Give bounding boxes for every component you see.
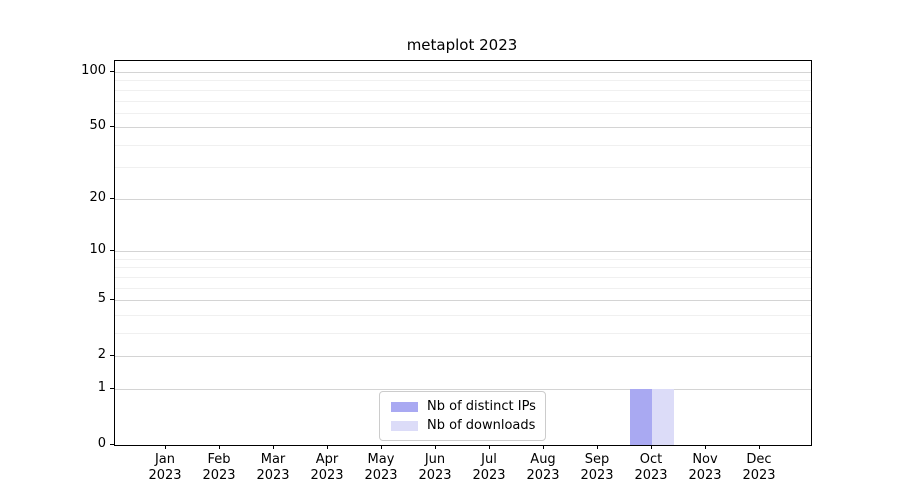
legend-label: Nb of distinct IPs bbox=[427, 399, 536, 414]
x-tick-label: Aug 2023 bbox=[526, 452, 560, 483]
x-tick-mark bbox=[273, 445, 274, 449]
gridline-major bbox=[115, 198, 811, 200]
gridline-minor bbox=[115, 333, 811, 334]
gridline-minor bbox=[115, 144, 811, 146]
y-tick-mark bbox=[110, 355, 114, 357]
y-tick-label: 1 bbox=[97, 380, 106, 395]
x-tick-label: Nov 2023 bbox=[688, 452, 722, 483]
y-tick-mark bbox=[110, 250, 114, 252]
legend-row: Nb of distinct IPs bbox=[391, 399, 536, 414]
x-tick-label: Mar 2023 bbox=[256, 452, 290, 483]
x-tick-label: Sep 2023 bbox=[580, 452, 614, 483]
y-tick-label: 2 bbox=[97, 347, 106, 363]
gridline-major bbox=[115, 72, 811, 73]
x-tick-label: Feb 2023 bbox=[202, 452, 236, 483]
y-tick-mark bbox=[110, 388, 114, 389]
x-tick-mark bbox=[651, 445, 652, 449]
gridline-major bbox=[115, 127, 811, 129]
y-tick-mark bbox=[110, 444, 114, 445]
legend-swatch bbox=[391, 420, 418, 431]
gridline-minor bbox=[115, 267, 811, 269]
x-tick-label: Dec 2023 bbox=[742, 452, 776, 483]
y-tick-label: 0 bbox=[97, 436, 106, 451]
gridline-major bbox=[115, 251, 811, 253]
x-tick-mark bbox=[165, 445, 166, 449]
y-tick-label: 50 bbox=[89, 118, 106, 134]
y-tick-label: 20 bbox=[89, 189, 106, 205]
x-tick-mark bbox=[759, 445, 760, 449]
gridline-minor bbox=[115, 287, 811, 289]
bar-nb-of-downloads bbox=[652, 389, 674, 445]
gridline-minor bbox=[115, 100, 811, 102]
gridline-major bbox=[115, 389, 811, 390]
x-tick-mark bbox=[327, 445, 328, 449]
gridline-minor bbox=[115, 167, 811, 169]
gridline-minor bbox=[115, 80, 811, 82]
chart-title: metaplot 2023 bbox=[406, 36, 518, 54]
bar-nb-of-distinct-ips bbox=[630, 389, 652, 445]
x-tick-mark bbox=[543, 445, 544, 449]
gridline-minor bbox=[115, 89, 811, 91]
x-tick-label: Apr 2023 bbox=[310, 452, 344, 483]
gridline-major bbox=[115, 300, 811, 302]
x-tick-mark bbox=[705, 445, 706, 449]
x-tick-mark bbox=[489, 445, 490, 449]
x-tick-mark bbox=[219, 445, 220, 449]
y-tick-mark bbox=[110, 299, 114, 301]
y-tick-mark bbox=[110, 197, 114, 199]
y-tick-label: 100 bbox=[81, 63, 106, 78]
y-tick-label: 5 bbox=[97, 291, 106, 307]
plot-area: Nb of distinct IPs Nb of downloads bbox=[114, 60, 812, 446]
gridline-minor bbox=[115, 276, 811, 278]
x-tick-label: May 2023 bbox=[364, 452, 398, 483]
gridline-minor bbox=[115, 314, 811, 316]
gridline-major bbox=[115, 356, 811, 358]
legend-swatch bbox=[391, 401, 418, 412]
legend-label: Nb of downloads bbox=[427, 418, 536, 433]
legend: Nb of distinct IPs Nb of downloads bbox=[379, 391, 546, 441]
gridline-minor bbox=[115, 112, 811, 114]
x-tick-label: Oct 2023 bbox=[634, 452, 668, 483]
x-tick-label: Jan 2023 bbox=[148, 452, 182, 483]
gridline-minor bbox=[115, 258, 811, 260]
y-tick-label: 10 bbox=[89, 242, 106, 258]
x-tick-mark bbox=[435, 445, 436, 449]
x-tick-mark bbox=[381, 445, 382, 449]
y-tick-mark bbox=[110, 71, 114, 72]
legend-row: Nb of downloads bbox=[391, 418, 536, 433]
x-tick-label: Jul 2023 bbox=[472, 452, 506, 483]
y-tick-mark bbox=[110, 126, 114, 128]
x-tick-label: Jun 2023 bbox=[418, 452, 452, 483]
x-tick-mark bbox=[597, 445, 598, 449]
